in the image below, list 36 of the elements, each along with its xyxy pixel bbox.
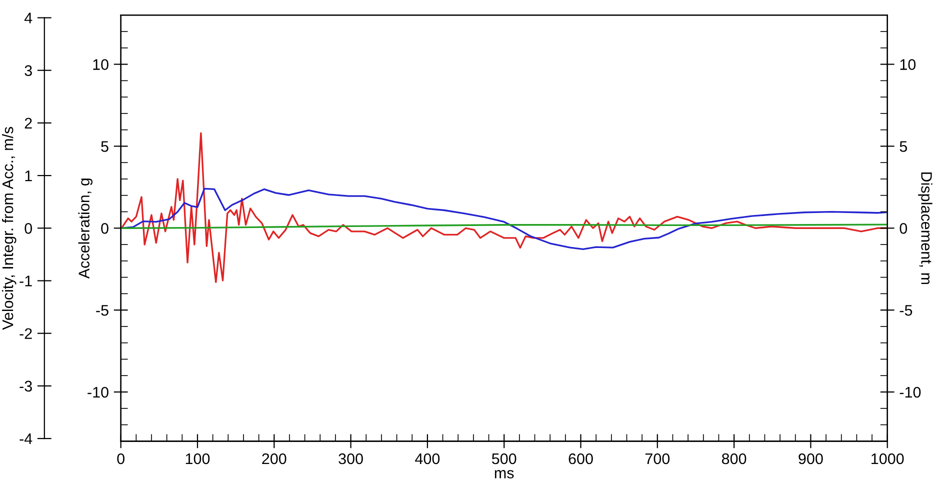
y3-tick-label: 1 xyxy=(25,170,32,182)
x-tick-label: 700 xyxy=(645,453,670,464)
x-tick-label: 900 xyxy=(798,453,823,464)
x-tick-label: 0 xyxy=(117,453,124,464)
x-tick-label: 800 xyxy=(722,453,746,464)
y-tick-label: 0 xyxy=(101,223,108,234)
y3-tick-label: 3 xyxy=(24,65,32,76)
y2-tick-label: 0 xyxy=(900,223,908,234)
y2-axis-title: Displacement, m xyxy=(918,172,932,284)
x-tick-label: 400 xyxy=(415,453,440,464)
y-tick-label: 5 xyxy=(101,141,108,152)
x-tick-label: 600 xyxy=(568,453,593,464)
y3-tick-label: 0 xyxy=(24,223,32,234)
x-tick-label: 200 xyxy=(262,453,286,464)
x-tick-label: 100 xyxy=(186,453,210,464)
x-axis-title: ms xyxy=(494,470,514,478)
y3-tick-label: -1 xyxy=(20,276,32,286)
y3-tick-label: 4 xyxy=(24,12,32,24)
y-axis-title: Acceleration, g xyxy=(78,178,93,279)
y2-tick-label: 10 xyxy=(900,59,916,70)
y3-tick-label: -2 xyxy=(20,328,32,339)
y3-tick-label: -3 xyxy=(20,380,32,392)
y3-tick-label: -4 xyxy=(20,434,32,444)
line-series xyxy=(120,188,887,250)
y3-axis-title: Velocity, Integr. from Acc., m/s xyxy=(2,126,16,330)
y-tick-label: 10 xyxy=(93,59,108,70)
line-series xyxy=(120,132,887,284)
y2-tick-label: -5 xyxy=(900,305,912,316)
y3-tick-label: 2 xyxy=(24,118,32,128)
y-tick-label: -10 xyxy=(88,386,108,398)
y2-tick-label: -10 xyxy=(900,386,921,398)
y2-tick-label: 5 xyxy=(900,141,908,152)
y-tick-label: -5 xyxy=(96,305,108,316)
x-tick-label: 500 xyxy=(492,453,516,464)
x-tick-label: 300 xyxy=(338,453,363,464)
x-tick-label: 1000 xyxy=(872,453,904,464)
